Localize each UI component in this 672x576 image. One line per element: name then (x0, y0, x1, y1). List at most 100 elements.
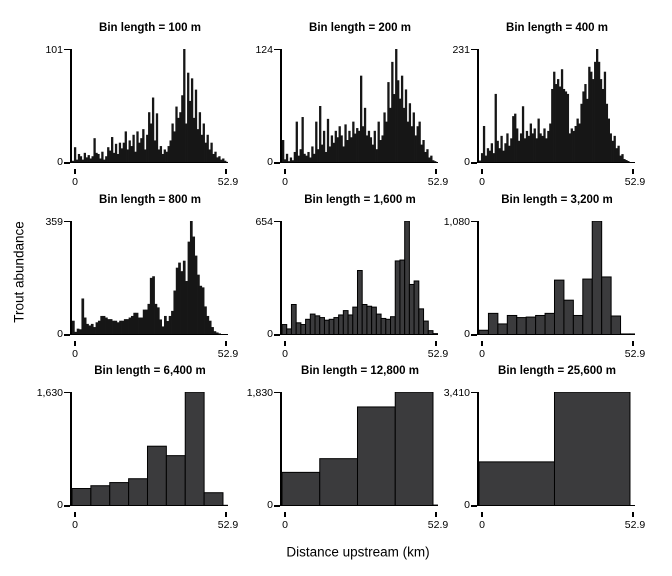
x-axis-tick-max (435, 341, 437, 346)
x-tick-label-max: 52.9 (624, 519, 646, 531)
y-axis-tick-max (64, 220, 70, 222)
panel-title: Bin length = 6,400 m (94, 365, 206, 377)
y-axis-zero-label: 0 (464, 328, 470, 340)
x-tick-label-0: 0 (282, 519, 288, 531)
x-tick-label-max: 52.9 (427, 348, 449, 360)
y-axis-zero-label: 0 (57, 328, 63, 340)
histogram-plot (479, 221, 635, 335)
x-tick-label-0: 0 (282, 348, 288, 360)
histogram-plot (72, 221, 228, 335)
x-axis-tick-max (435, 169, 437, 174)
y-axis-tick-max (64, 391, 70, 393)
y-axis-line (70, 49, 72, 163)
y-axis-tick-zero (64, 505, 70, 507)
y-axis-tick-zero (274, 505, 280, 507)
x-tick-label-max: 52.9 (217, 176, 239, 188)
panel-bin-1600m: Bin length = 1,600 m 654 0 0 52.9 (255, 194, 448, 360)
x-axis-tick-0 (284, 512, 286, 517)
panel-title: Bin length = 25,600 m (498, 365, 616, 377)
y-axis-tick-zero (64, 334, 70, 336)
y-axis-tick-max (274, 48, 280, 50)
y-axis-tick-max (471, 391, 477, 393)
x-axis-tick-max (435, 512, 437, 517)
y-axis-line (70, 221, 72, 335)
x-tick-label-0: 0 (72, 348, 78, 360)
y-axis-zero-label: 0 (267, 499, 273, 511)
y-axis-tick-zero (274, 162, 280, 164)
y-axis-tick-max (274, 391, 280, 393)
x-tick-label-0: 0 (479, 176, 485, 188)
y-axis-line (477, 49, 479, 163)
x-tick-label-max: 52.9 (217, 348, 239, 360)
y-axis-tick-max (274, 220, 280, 222)
panel-title: Bin length = 400 m (506, 22, 608, 34)
histogram-plot (282, 392, 438, 506)
y-axis-line (477, 221, 479, 335)
y-axis-zero-label: 0 (464, 499, 470, 511)
panel-title: Bin length = 800 m (99, 194, 201, 206)
x-tick-label-max: 52.9 (427, 176, 449, 188)
x-axis-tick-0 (284, 341, 286, 346)
y-axis-max-label: 101 (45, 44, 63, 56)
y-axis-max-label: 231 (452, 44, 470, 56)
y-axis-line (280, 49, 282, 163)
panel-bin-400m: Bin length = 400 m 231 0 0 52.9 (452, 22, 645, 188)
y-axis-tick-zero (471, 334, 477, 336)
x-axis-tick-0 (481, 169, 483, 174)
panel-bin-100m: Bin length = 100 m 101 0 0 52.9 (45, 22, 238, 188)
panel-bin-800m: Bin length = 800 m 359 0 0 52.9 (45, 194, 238, 360)
y-axis-tick-max (471, 220, 477, 222)
panel-title: Bin length = 3,200 m (501, 194, 613, 206)
x-tick-label-0: 0 (479, 519, 485, 531)
x-tick-label-0: 0 (479, 348, 485, 360)
x-axis-tick-max (225, 341, 227, 346)
histogram-plot (479, 392, 635, 506)
y-axis-zero-label: 0 (57, 156, 63, 168)
histogram-plot (282, 221, 438, 335)
y-axis-max-label: 654 (255, 216, 273, 228)
x-tick-label-0: 0 (282, 176, 288, 188)
y-axis-tick-max (471, 48, 477, 50)
y-axis-zero-label: 0 (267, 156, 273, 168)
y-axis-max-label: 124 (255, 44, 273, 56)
panel-title: Bin length = 1,600 m (304, 194, 416, 206)
histogram-plot (282, 49, 438, 163)
y-axis-line (280, 392, 282, 506)
panel-bin-25600m: Bin length = 25,600 m 3,410 0 0 52.9 (444, 365, 646, 531)
y-axis-line (70, 392, 72, 506)
y-axis-max-label: 359 (45, 216, 63, 228)
y-axis-max-label: 1,830 (246, 387, 273, 399)
x-axis-tick-max (632, 512, 634, 517)
x-tick-label-0: 0 (72, 519, 78, 531)
x-axis-tick-max (225, 512, 227, 517)
y-axis-zero-label: 0 (57, 499, 63, 511)
x-tick-label-max: 52.9 (427, 519, 449, 531)
y-axis-zero-label: 0 (267, 328, 273, 340)
y-axis-max-label: 3,410 (443, 387, 470, 399)
panel-bin-6400m: Bin length = 6,400 m 1,630 0 0 52.9 (37, 365, 239, 531)
y-axis-tick-zero (274, 334, 280, 336)
x-axis-tick-max (225, 169, 227, 174)
y-axis-zero-label: 0 (464, 156, 470, 168)
panel-bin-3200m: Bin length = 3,200 m 1,080 0 0 52.9 (444, 194, 646, 360)
panel-bin-12800m: Bin length = 12,800 m 1,830 0 0 52.9 (247, 365, 449, 531)
x-axis-tick-0 (481, 512, 483, 517)
x-axis-tick-0 (481, 341, 483, 346)
x-axis-title: Distance upstream (km) (286, 544, 430, 560)
x-tick-label-0: 0 (72, 176, 78, 188)
x-axis-tick-max (632, 169, 634, 174)
y-axis-tick-zero (471, 162, 477, 164)
y-axis-tick-max (64, 48, 70, 50)
panel-title: Bin length = 12,800 m (301, 365, 419, 377)
x-axis-tick-0 (74, 341, 76, 346)
y-axis-line (477, 392, 479, 506)
y-axis-title: Trout abundance (11, 221, 27, 323)
panel-title: Bin length = 200 m (309, 22, 411, 34)
panel-bin-200m: Bin length = 200 m 124 0 0 52.9 (255, 22, 448, 188)
y-axis-tick-zero (64, 162, 70, 164)
x-axis-tick-max (632, 341, 634, 346)
y-axis-tick-zero (471, 505, 477, 507)
y-axis-max-label: 1,630 (36, 387, 63, 399)
x-tick-label-max: 52.9 (217, 519, 239, 531)
